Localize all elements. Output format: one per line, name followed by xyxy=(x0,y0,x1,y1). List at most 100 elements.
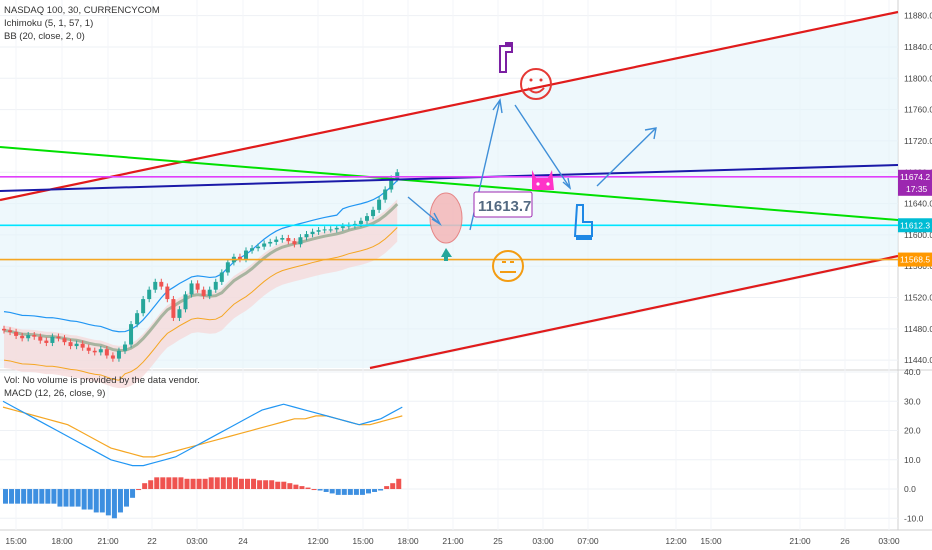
macd-histogram-bar xyxy=(184,478,190,490)
macd-line xyxy=(2,400,403,467)
price-tick-label: 11760.0 xyxy=(904,105,932,115)
macd-histogram-bar xyxy=(311,489,317,491)
candle-body xyxy=(86,347,91,351)
candle-body xyxy=(183,294,188,310)
macd-histogram-bar xyxy=(263,480,269,490)
macd-tick-label: 10.0 xyxy=(904,455,921,465)
symbol-legend[interactable]: NASDAQ 100, 30, CURRENCYCOM xyxy=(4,5,160,16)
price-badge xyxy=(898,252,932,267)
macd-histogram-bar xyxy=(359,489,365,495)
highlight-ellipse xyxy=(429,192,463,244)
arrow-down-right xyxy=(514,104,571,189)
pointing-hand-cuff xyxy=(505,42,513,47)
candle-body xyxy=(135,313,140,325)
macd-pane xyxy=(0,372,898,530)
macd-histogram-bar xyxy=(220,477,226,490)
macd-histogram-bar xyxy=(323,489,329,492)
candle-body xyxy=(44,340,49,343)
candle-body xyxy=(68,342,73,347)
price-tick-label: 11600.0 xyxy=(904,230,932,240)
time-tick-label: 22 xyxy=(147,536,157,546)
price-tick-label: 11880.0 xyxy=(904,11,932,21)
candle-body xyxy=(32,335,37,337)
happy-face-eye xyxy=(539,78,543,82)
callout-box xyxy=(473,191,533,218)
macd-legend[interactable]: MACD (12, 26, close, 9) xyxy=(4,388,106,399)
macd-histogram-bar xyxy=(69,489,75,507)
volume-legend[interactable]: Vol: No volume is provided by the data v… xyxy=(4,375,200,386)
macd-histogram-bar xyxy=(390,483,396,490)
candle-body xyxy=(237,256,242,260)
time-tick-label: 12:00 xyxy=(307,536,329,546)
candle-body xyxy=(50,336,55,343)
ichimoku-lagging-line xyxy=(3,227,398,381)
candle-body xyxy=(165,286,170,300)
macd-tick-label: 20.0 xyxy=(904,426,921,436)
macd-histogram-bar xyxy=(202,478,208,490)
macd-histogram-bar xyxy=(245,478,250,490)
happy-face-icon xyxy=(520,68,552,100)
macd-histogram-bar xyxy=(329,489,335,494)
candle-body xyxy=(104,349,109,356)
cat-face-eye xyxy=(546,182,550,186)
candle-body xyxy=(177,309,182,318)
arrow-up-main-head xyxy=(492,98,503,114)
time-tick-label: 15:00 xyxy=(700,536,722,546)
candle-body xyxy=(38,336,43,341)
macd-histogram-bar xyxy=(232,477,238,490)
macd-tick-label: -10.0 xyxy=(904,513,924,523)
macd-histogram-bar xyxy=(117,489,123,513)
candle-body xyxy=(74,343,79,347)
macd-histogram-bar xyxy=(93,489,99,513)
happy-face-mouth xyxy=(527,87,545,94)
macd-histogram-bar xyxy=(335,489,341,495)
arrow-down-left xyxy=(407,196,441,225)
macd-histogram-bar xyxy=(396,478,402,490)
time-tick-label: 21:00 xyxy=(97,536,119,546)
price-tick-label: 11720.0 xyxy=(904,136,932,146)
macd-histogram-bar xyxy=(317,489,323,491)
macd-histogram-bar xyxy=(130,489,136,498)
candle-body xyxy=(141,299,146,314)
macd-histogram-bar xyxy=(378,489,384,491)
arrow-up-right xyxy=(596,127,657,187)
candle-body xyxy=(159,281,164,287)
macd-histogram-bar xyxy=(281,481,287,490)
macd-histogram-bar xyxy=(366,489,371,494)
time-tick-label: 07:00 xyxy=(577,536,599,546)
macd-histogram-bar xyxy=(33,489,39,504)
macd-histogram-bar xyxy=(154,477,160,490)
candle-body xyxy=(20,335,25,339)
price-tick-label: 11840.0 xyxy=(904,42,932,52)
macd-histogram-bar xyxy=(27,489,33,504)
price-badge xyxy=(898,218,932,233)
candle-body xyxy=(26,335,31,339)
price-tick-label: 11800.0 xyxy=(904,73,932,83)
macd-histogram-bar xyxy=(341,489,347,495)
macd-histogram-bar xyxy=(111,489,117,519)
macd-histogram-bar xyxy=(172,477,178,490)
candle-body xyxy=(80,343,85,348)
candle-body xyxy=(250,248,255,251)
macd-histogram-bar xyxy=(39,489,45,504)
candle-body xyxy=(298,237,303,245)
price-tick-label: 11520.0 xyxy=(904,293,932,303)
green-trend-line xyxy=(0,146,899,221)
candle-body xyxy=(268,241,273,244)
candle-body xyxy=(304,234,309,238)
time-tick-label: 15:00 xyxy=(352,536,374,546)
upper-channel-line xyxy=(0,10,899,202)
time-tick-label: 21:00 xyxy=(789,536,811,546)
macd-histogram-bar xyxy=(45,489,51,504)
bb-legend[interactable]: BB (20, close, 2, 0) xyxy=(4,31,85,42)
time-tick-label: 25 xyxy=(493,536,503,546)
macd-histogram-bar xyxy=(51,489,57,504)
candle-body xyxy=(189,283,194,295)
ichimoku-legend[interactable]: Ichimoku (5, 1, 57, 1) xyxy=(4,18,94,29)
candle-body xyxy=(171,299,176,318)
candle-body xyxy=(262,243,267,247)
macd-histogram-bar xyxy=(142,483,148,490)
macd-histogram-bar xyxy=(57,489,63,507)
candle-body xyxy=(274,239,279,242)
